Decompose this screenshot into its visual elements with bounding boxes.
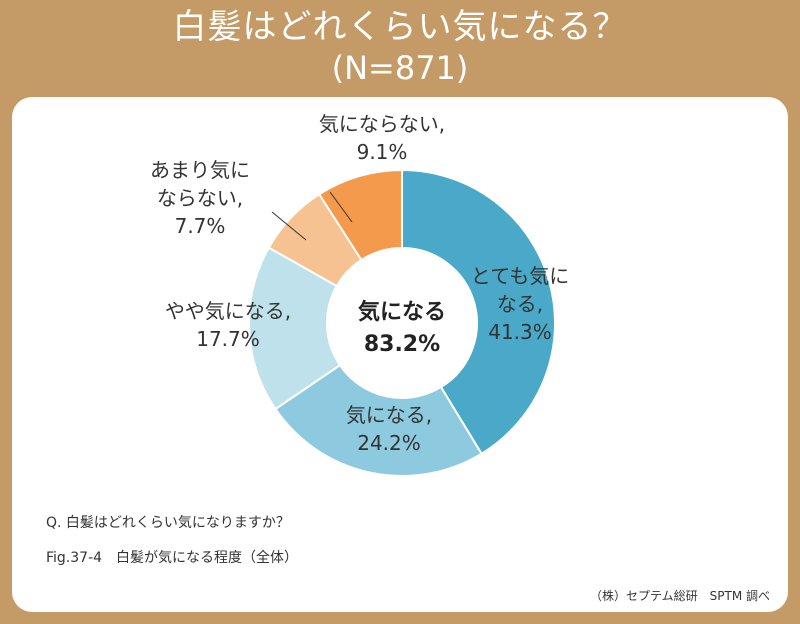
leader-line-2 — [329, 191, 353, 223]
slice-label-4-line-3: 7.7% — [175, 214, 226, 238]
figure-caption: Fig.37-4 白髪が気になる程度（全体） — [46, 550, 299, 566]
slice-label-4-line-1: あまり気に — [150, 158, 250, 182]
question-text: Q. 白髪はどれくらい気になりますか？ — [46, 515, 290, 531]
sample-size: (N=871) — [331, 49, 469, 87]
title-line-1: 白髪はどれくらい気になる？ — [172, 7, 628, 47]
slice-label-2-line-2: 24.2% — [357, 431, 421, 455]
slice-label-3: やや気になる, 17.7% — [165, 299, 291, 351]
donut-slice-2 — [274, 363, 483, 477]
slice-label-4-line-2: ならない, — [157, 186, 243, 210]
slice-label-1-line-3: 41.3% — [488, 320, 552, 344]
center-value: 83.2% — [364, 332, 440, 357]
slice-label-5-line-1: 気にならない, — [319, 112, 445, 136]
slice-label-2: 気になる, 24.2% — [346, 403, 432, 455]
leader-line-1 — [271, 211, 307, 241]
donut-slice-1 — [401, 168, 556, 456]
chart-title: 白髪はどれくらい気になる？ (N=871) — [0, 6, 800, 88]
slice-label-5: 気にならない, 9.1% — [319, 112, 445, 164]
donut-slice-3 — [248, 246, 342, 411]
slice-label-3-line-1: やや気になる, — [165, 299, 291, 323]
source-note: （株）セプテム総研 SPTM 調べ — [590, 589, 770, 603]
slice-label-5-line-2: 9.1% — [357, 140, 408, 164]
slice-label-1-line-1: とても気に — [471, 264, 569, 288]
center-label: 気になる — [358, 299, 446, 325]
slice-label-2-line-1: 気になる, — [346, 403, 432, 427]
donut-slice-5 — [317, 168, 403, 262]
slice-label-1-line-2: なる, — [497, 292, 543, 316]
slice-label-3-line-2: 17.7% — [196, 327, 260, 351]
